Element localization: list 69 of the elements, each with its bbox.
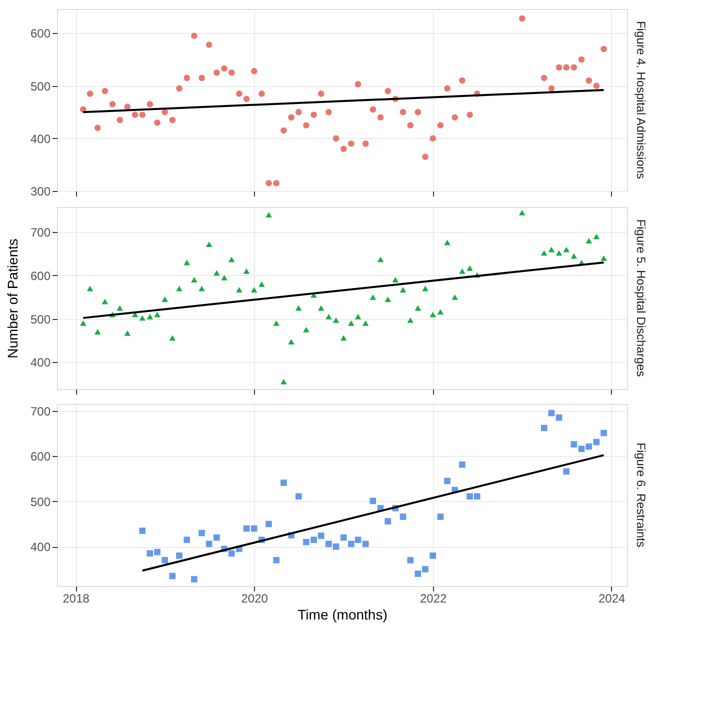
point (348, 540, 354, 548)
point (154, 548, 160, 556)
point (206, 540, 212, 548)
point (354, 536, 362, 543)
y-tick-label: 500 (30, 494, 51, 509)
point (459, 462, 466, 468)
y-tick-label: 700 (30, 226, 51, 240)
point (176, 552, 182, 559)
caption: Figure 4. Hospital Admissions (634, 20, 648, 180)
point (332, 543, 340, 550)
point (362, 540, 369, 548)
y-tick-label: 300 (30, 184, 51, 198)
point (556, 414, 562, 421)
point (266, 520, 272, 528)
point (169, 572, 176, 580)
point (540, 424, 548, 432)
caption: Figure 6. Restraints (634, 442, 648, 548)
y-tick-label: 400 (30, 356, 51, 370)
point (400, 514, 406, 520)
caption: Figure 5. Hospital Discharges (634, 219, 648, 377)
x-tick-label: 2022 (420, 592, 448, 606)
point (437, 514, 444, 520)
y-tick-label: 500 (30, 79, 51, 94)
point (184, 536, 190, 543)
x-tick-label: 2024 (598, 592, 626, 606)
point (586, 443, 592, 450)
y-tick-label: 600 (30, 268, 51, 283)
point (326, 540, 332, 548)
point (593, 438, 600, 446)
point (370, 498, 376, 504)
point (198, 530, 205, 536)
point (414, 570, 422, 577)
point (191, 576, 198, 582)
point (384, 518, 392, 524)
point (430, 552, 436, 559)
y-tick-label: 400 (30, 540, 51, 554)
point (146, 550, 154, 557)
point (273, 557, 280, 564)
point (444, 478, 450, 484)
point (578, 446, 585, 452)
point (318, 532, 324, 539)
point (295, 493, 302, 500)
x-tick-label: 2018 (62, 592, 90, 606)
point (214, 534, 220, 541)
x-tick-label: 2020 (241, 592, 268, 606)
y-tick-label: 400 (30, 132, 51, 146)
point (407, 557, 414, 564)
point (303, 538, 310, 546)
point (570, 441, 578, 448)
point (310, 536, 317, 543)
x-axis-title: Time (months) (298, 606, 388, 622)
y-tick-label: 600 (30, 450, 51, 464)
point (228, 550, 235, 557)
point (250, 525, 258, 532)
y-axis-title: Number of Patients (4, 238, 20, 358)
point (162, 557, 168, 564)
point (563, 468, 570, 475)
point (139, 528, 146, 534)
point (422, 566, 428, 572)
y-tick-label: 600 (30, 26, 51, 41)
point (280, 480, 287, 486)
point (474, 493, 480, 500)
point (340, 534, 347, 541)
point (466, 493, 473, 500)
point (243, 525, 250, 532)
point (548, 410, 555, 416)
y-tick-label: 500 (30, 312, 51, 326)
y-tick-label: 700 (30, 404, 51, 418)
point (600, 430, 607, 436)
